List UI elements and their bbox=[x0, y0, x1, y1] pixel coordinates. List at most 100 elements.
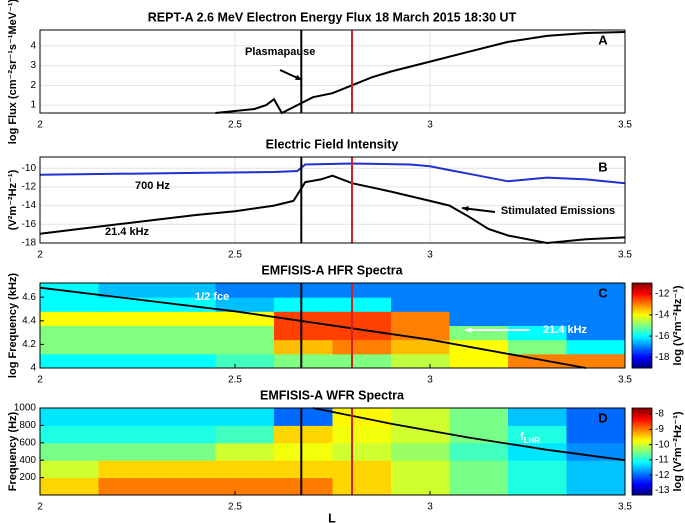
y-tick-label: 400 bbox=[19, 455, 36, 466]
y-tick-label: -12 bbox=[22, 182, 37, 193]
spectrogram-cell bbox=[157, 425, 216, 444]
colorbar-swatch bbox=[632, 458, 652, 461]
x-tick-label: 2 bbox=[37, 375, 43, 386]
y-axis-label: log Flux (cm⁻²sr⁻¹s⁻¹MeV⁻¹) bbox=[7, 0, 19, 144]
spectrogram-cell bbox=[391, 339, 450, 355]
colorbar-swatch bbox=[632, 329, 652, 333]
spectrogram-cell bbox=[332, 442, 392, 461]
spectrogram-cell bbox=[508, 311, 567, 326]
spectrogram-cell bbox=[274, 311, 333, 326]
x-tick-label: 2 bbox=[37, 120, 43, 131]
spectrogram-cell bbox=[508, 460, 567, 479]
colorbar-swatch bbox=[632, 429, 652, 433]
colorbar-swatch bbox=[632, 421, 652, 424]
y-axis-label: Frequency (Hz) bbox=[7, 411, 19, 491]
spectrogram-cell bbox=[215, 460, 275, 479]
spectrogram-cell bbox=[98, 353, 158, 369]
colorbar-swatch bbox=[632, 306, 652, 309]
spectrogram-cell bbox=[215, 297, 275, 312]
spectrogram-cell bbox=[449, 283, 509, 298]
panel-letter: D bbox=[598, 410, 607, 425]
colorbar-swatch bbox=[632, 312, 652, 316]
x-tick-label: 3.5 bbox=[618, 120, 632, 131]
curve bbox=[39, 286, 587, 369]
spectrogram-cell bbox=[566, 425, 626, 444]
spectrogram-cell bbox=[157, 283, 216, 298]
spectrogram-cell bbox=[449, 311, 509, 326]
spectrogram-cell bbox=[332, 477, 392, 496]
spectrogram-cell bbox=[449, 297, 509, 312]
annotation: Plasmapause bbox=[245, 46, 315, 58]
spectrogram-cell bbox=[566, 311, 626, 326]
colorbar-swatch bbox=[632, 344, 652, 348]
x-tick-label: 2 bbox=[37, 250, 43, 261]
y-tick-label: 4.4 bbox=[22, 315, 36, 326]
curve-label-main: f bbox=[520, 431, 524, 443]
data-line bbox=[39, 162, 626, 185]
colorbar-swatch bbox=[632, 444, 652, 448]
x-tick-label: 3.5 bbox=[618, 250, 632, 261]
colorbar-swatch bbox=[632, 460, 652, 463]
spectrogram-cell bbox=[508, 442, 567, 461]
annotation: Stimulated Emissions bbox=[501, 205, 615, 217]
colorbar-swatch bbox=[632, 479, 652, 483]
spectrogram-cell bbox=[449, 408, 509, 426]
spectrogram-cell bbox=[157, 325, 216, 341]
spectrogram-cell bbox=[215, 425, 275, 444]
panel-title: Electric Field Intensity bbox=[266, 137, 399, 151]
colorbar-frame bbox=[631, 282, 653, 369]
colorbar-swatch bbox=[632, 440, 652, 444]
x-tick-label: 3 bbox=[427, 375, 433, 386]
colorbar-swatch bbox=[632, 488, 652, 492]
colorbar-tick-label: -9 bbox=[655, 424, 664, 435]
colorbar-swatch bbox=[632, 477, 652, 481]
spectrogram-cell bbox=[215, 353, 275, 369]
colorbar-swatch bbox=[632, 492, 652, 496]
spectrogram-cell bbox=[157, 460, 216, 479]
spectrogram-cell bbox=[274, 339, 333, 355]
colorbar-tick-label: -10 bbox=[655, 439, 670, 450]
colorbar-swatch bbox=[632, 423, 652, 426]
panel-letter: A bbox=[598, 32, 608, 47]
colorbar-swatch bbox=[632, 462, 652, 466]
colorbar-swatch bbox=[632, 486, 652, 489]
spectrogram-cell bbox=[98, 283, 158, 298]
spectrogram-cell bbox=[157, 297, 216, 312]
arrow-head bbox=[295, 74, 302, 80]
colorbar-swatch bbox=[632, 319, 652, 322]
colorbar-swatch bbox=[632, 327, 652, 331]
colorbar-swatch bbox=[632, 359, 652, 363]
x-tick-label: 3 bbox=[427, 502, 433, 513]
spectrogram-cell bbox=[157, 408, 216, 426]
y-tick-label: -10 bbox=[22, 163, 37, 174]
y-tick-label: -16 bbox=[22, 219, 37, 230]
colorbar-swatch bbox=[632, 346, 652, 350]
spectrogram-cell bbox=[508, 353, 567, 369]
spectrogram-cell bbox=[98, 339, 158, 355]
colorbar-swatch bbox=[632, 434, 652, 437]
spectrogram-cell bbox=[508, 425, 567, 444]
colorbar-swatch bbox=[632, 473, 652, 476]
spectrogram-cell bbox=[157, 477, 216, 496]
colorbar-swatch bbox=[632, 414, 652, 418]
colorbar-swatch bbox=[632, 412, 652, 416]
spectrogram-cell bbox=[566, 297, 626, 312]
colorbar-tick-label: -13 bbox=[655, 485, 670, 496]
colorbar-swatch bbox=[632, 455, 652, 459]
colorbar-swatch bbox=[632, 325, 652, 329]
colorbar-label: log (V²m⁻²Hz⁻¹) bbox=[672, 411, 684, 491]
colorbar-swatch bbox=[632, 314, 652, 318]
spectrogram-cell bbox=[40, 297, 99, 312]
curve-label: 1/2 fce bbox=[195, 291, 229, 303]
colorbar-swatch bbox=[632, 357, 652, 360]
colorbar-swatch bbox=[632, 453, 652, 457]
annotation: 700 Hz bbox=[135, 180, 170, 192]
y-tick-label: 1 bbox=[30, 100, 36, 111]
plot-frame bbox=[39, 282, 626, 369]
y-axis-label: (V²m⁻²Hz⁻¹) bbox=[7, 169, 19, 230]
colorbar-swatch bbox=[632, 342, 652, 346]
colorbar-swatch bbox=[632, 484, 652, 487]
spectrogram-cell bbox=[566, 339, 626, 355]
y-tick-label: 4 bbox=[30, 363, 36, 374]
spectrogram-cell bbox=[274, 425, 333, 444]
